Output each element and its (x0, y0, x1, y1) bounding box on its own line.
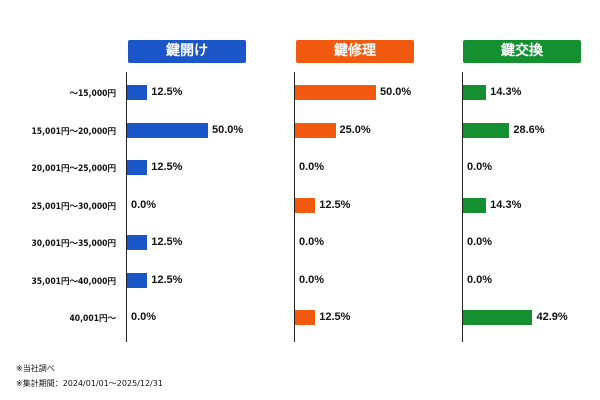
bar-replace (463, 85, 487, 100)
data-label-unlock: 12.5% (151, 86, 183, 98)
bar-repair (295, 85, 376, 100)
bar-unlock (127, 85, 148, 100)
data-label-unlock: 0.0% (131, 311, 157, 323)
bar-repair (295, 197, 316, 213)
bar-unlock (127, 122, 208, 138)
footnote-period: ※集計期間：2024/01/01～2025/12/31 (16, 379, 163, 388)
bar-unlock (127, 160, 148, 175)
series-header-replace: 鍵交換 (463, 40, 581, 63)
data-label-repair: 12.5% (319, 311, 351, 323)
category-label: 25,001円～30,000円 (31, 201, 116, 212)
series-header-repair: 鍵修理 (296, 40, 414, 63)
data-label-unlock: 12.5% (151, 161, 183, 173)
bar-replace (463, 197, 487, 213)
bar-replace (463, 310, 533, 325)
series-header-unlock: 鍵開け (128, 40, 246, 63)
bar-repair (295, 122, 336, 138)
data-label-repair: 50.0% (380, 86, 412, 98)
data-label-unlock: 0.0% (131, 198, 157, 211)
data-label-repair: 25.0% (339, 123, 371, 136)
bar-repair (295, 310, 316, 325)
bar-replace (463, 122, 510, 138)
data-label-replace: 28.6% (513, 123, 545, 136)
data-label-replace: 0.0% (467, 236, 493, 248)
category-label: 35,001円～40,000円 (31, 276, 116, 287)
data-label-repair: 12.5% (319, 198, 351, 211)
data-label-repair: 0.0% (299, 161, 325, 173)
data-label-unlock: 50.0% (212, 123, 244, 136)
bar-unlock (127, 272, 148, 288)
axis-line-replace (462, 72, 463, 342)
axis-line-unlock (126, 72, 127, 342)
axis-line-repair (294, 72, 295, 342)
category-label: ～15,000円 (69, 89, 116, 99)
category-label: 30,001円～35,000円 (31, 239, 116, 249)
footnote-source: ※当社調べ (16, 364, 55, 373)
data-label-repair: 0.0% (299, 236, 325, 248)
data-label-unlock: 12.5% (151, 273, 183, 286)
category-label: 40,001円～ (69, 314, 116, 324)
data-label-replace: 42.9% (536, 311, 568, 323)
data-label-unlock: 12.5% (151, 236, 183, 248)
data-label-replace: 14.3% (490, 86, 522, 98)
data-label-repair: 0.0% (299, 273, 325, 286)
data-label-replace: 14.3% (490, 198, 522, 211)
category-label: 15,001円～20,000円 (31, 126, 116, 137)
data-label-replace: 0.0% (467, 161, 493, 173)
bar-unlock (127, 235, 148, 250)
data-label-replace: 0.0% (467, 273, 493, 286)
category-label: 20,001円～25,000円 (31, 164, 116, 174)
